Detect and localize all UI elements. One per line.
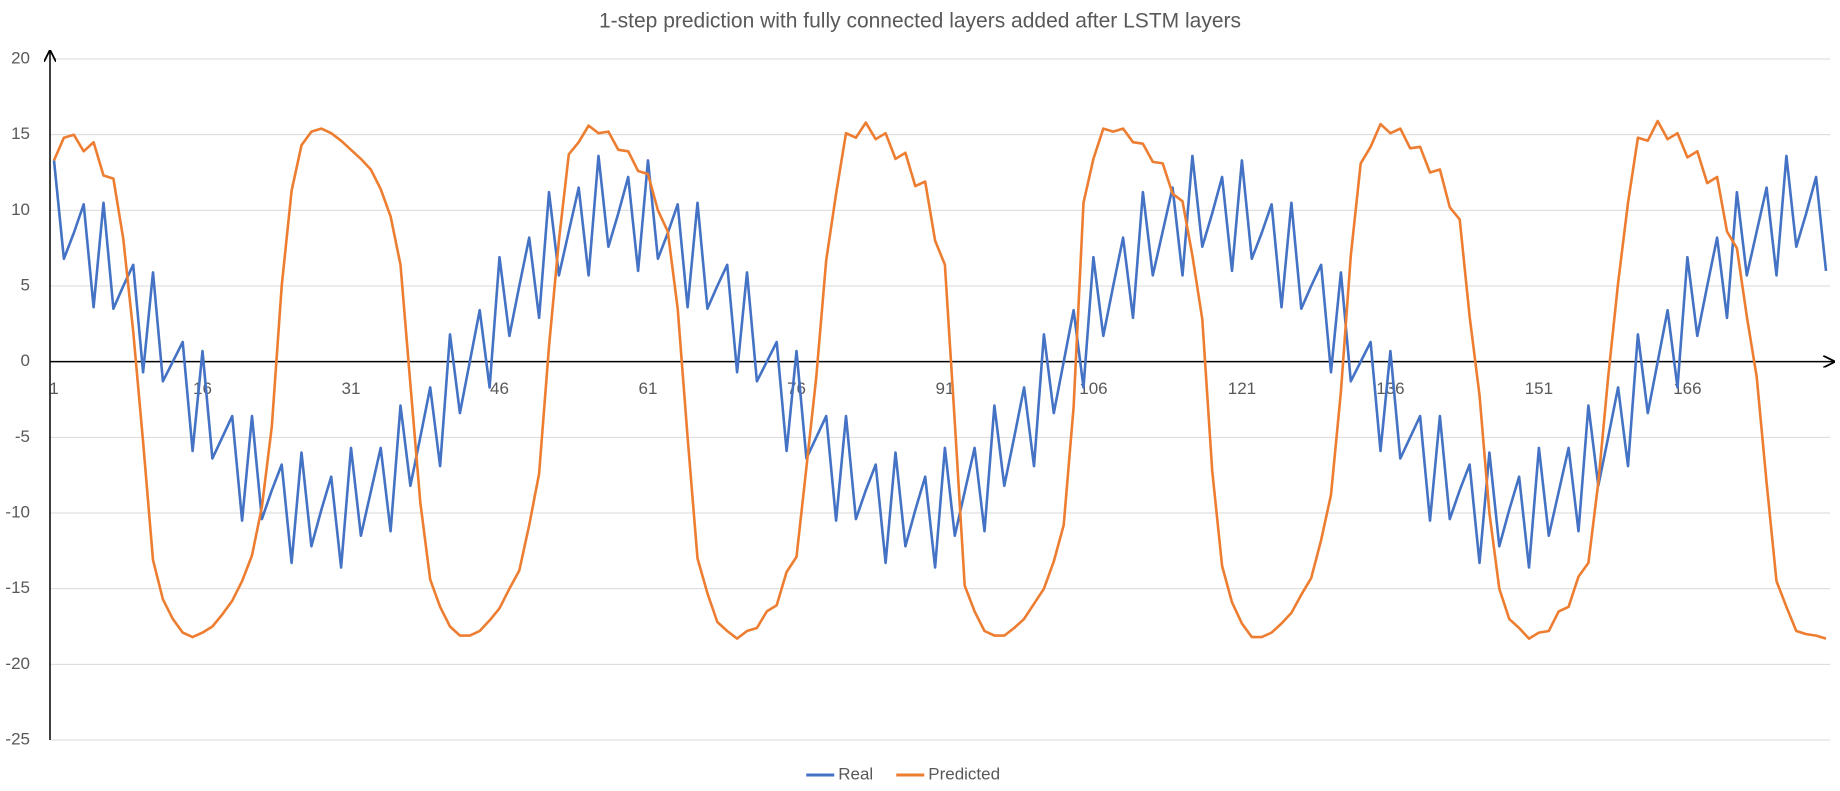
x-tick-label: 136	[1376, 379, 1404, 398]
y-tick-label: -25	[5, 729, 30, 748]
series-line	[52, 154, 1828, 569]
x-tick-label: 1	[49, 379, 58, 398]
x-tick-label: 151	[1525, 379, 1553, 398]
y-tick-label: -5	[15, 427, 30, 446]
y-tick-label: 0	[21, 351, 30, 370]
x-tick-label: 31	[342, 379, 361, 398]
x-tick-label: 76	[787, 379, 806, 398]
x-tick-label: 106	[1079, 379, 1107, 398]
x-tick-label: 46	[490, 379, 509, 398]
legend-label: Predicted	[928, 764, 1000, 783]
y-tick-label: 5	[21, 275, 30, 294]
y-tick-label: 15	[11, 124, 30, 143]
y-tick-label: -10	[5, 502, 30, 521]
y-tick-label: 20	[11, 48, 30, 67]
y-tick-label: 10	[11, 200, 30, 219]
x-tick-label: 91	[935, 379, 954, 398]
x-tick-label: 121	[1228, 379, 1256, 398]
legend-label: Real	[838, 764, 873, 783]
y-tick-label: -20	[5, 654, 30, 673]
x-tick-label: 166	[1673, 379, 1701, 398]
x-tick-label: 61	[639, 379, 658, 398]
x-tick-label: 16	[193, 379, 212, 398]
series-line	[52, 119, 1827, 640]
chart-title: 1-step prediction with fully connected l…	[599, 10, 1241, 33]
y-tick-label: -15	[5, 578, 30, 597]
